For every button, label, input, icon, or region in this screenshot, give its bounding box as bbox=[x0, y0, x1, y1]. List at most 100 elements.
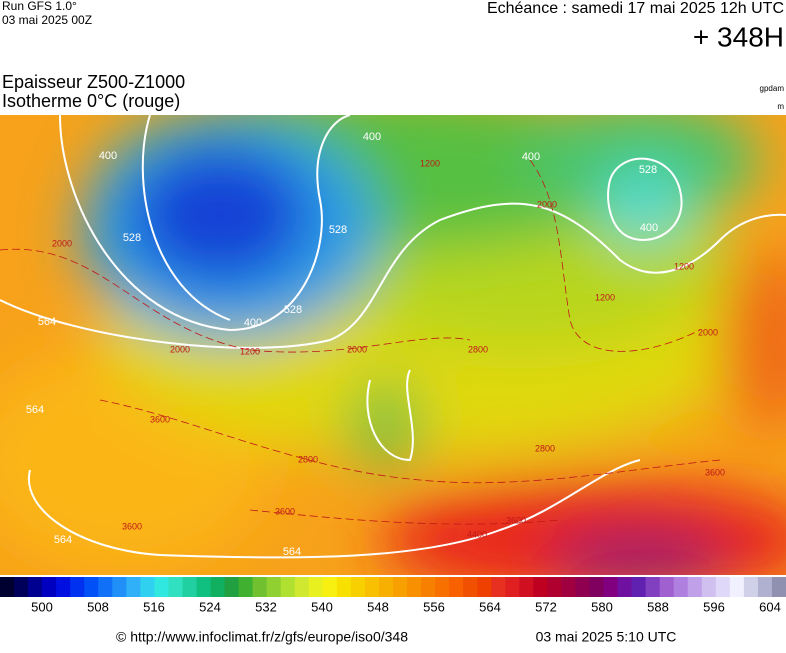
scale-label: 564 bbox=[479, 599, 501, 614]
scale-swatch bbox=[266, 577, 282, 597]
scale-swatch bbox=[182, 577, 197, 597]
scale-label: 508 bbox=[87, 599, 109, 614]
scale-label: 604 bbox=[759, 599, 781, 614]
scale-label: 524 bbox=[199, 599, 221, 614]
scale-swatch bbox=[126, 577, 141, 597]
scale-swatch bbox=[477, 577, 492, 597]
isotherm-label: 2800 bbox=[535, 443, 555, 453]
scale-swatch bbox=[547, 577, 562, 597]
scale-swatch bbox=[140, 577, 155, 597]
map-subtitle: Isotherme 0°C (rouge) bbox=[2, 91, 180, 111]
isotherm-label: 3600 bbox=[705, 467, 725, 477]
scale-swatch bbox=[168, 577, 183, 597]
isotherm-label: 3600 bbox=[275, 506, 295, 516]
scale-swatch bbox=[617, 577, 633, 597]
scale-swatch bbox=[505, 577, 520, 597]
scale-swatch bbox=[393, 577, 408, 597]
thickness-label: 564 bbox=[283, 546, 301, 558]
scale-swatch bbox=[154, 577, 169, 597]
scale-swatch bbox=[519, 577, 534, 597]
scale-swatch bbox=[196, 577, 212, 597]
isotherm-label: 1200 bbox=[674, 261, 694, 271]
scale-swatch bbox=[533, 577, 548, 597]
scale-swatch bbox=[589, 577, 605, 597]
scale-swatch bbox=[421, 577, 436, 597]
scale-swatch bbox=[0, 577, 15, 597]
scale-swatch bbox=[294, 577, 310, 597]
thickness-label: 528 bbox=[284, 304, 302, 316]
thickness-label: 564 bbox=[38, 316, 56, 328]
scale-swatch bbox=[224, 577, 240, 597]
scale-swatch bbox=[98, 577, 113, 597]
scale-swatch bbox=[435, 577, 450, 597]
scale-swatch bbox=[491, 577, 506, 597]
thickness-label: 400 bbox=[363, 131, 381, 143]
thickness-contours bbox=[0, 115, 786, 559]
contour-labels: 528 400 528 528 528 564 564 564 564 400 400 400 400 2… bbox=[26, 131, 725, 558]
forecast-time: Echéance : samedi 17 mai 2025 12h UTC bbox=[487, 0, 784, 17]
scale-swatch bbox=[364, 577, 380, 597]
scale-swatch bbox=[112, 577, 127, 597]
isotherm-label: 2000 bbox=[52, 238, 72, 248]
map-title: Epaisseur Z500-Z1000 bbox=[2, 72, 185, 92]
scale-swatch bbox=[603, 577, 619, 597]
scale-swatch bbox=[70, 577, 85, 597]
thickness-label: 400 bbox=[244, 317, 262, 329]
scale-label: 500 bbox=[31, 599, 53, 614]
scale-swatch bbox=[84, 577, 99, 597]
isotherm-label: 2000 bbox=[170, 344, 190, 354]
thickness-label: 400 bbox=[99, 150, 117, 162]
scale-swatch bbox=[42, 577, 57, 597]
isotherm-contours bbox=[0, 159, 721, 525]
scale-label: 556 bbox=[423, 599, 445, 614]
scale-label: 516 bbox=[143, 599, 165, 614]
isotherm-label: 1200 bbox=[420, 158, 440, 168]
scale-swatch bbox=[280, 577, 296, 597]
thickness-label: 528 bbox=[329, 224, 347, 236]
scale-swatch bbox=[463, 577, 478, 597]
scale-swatch bbox=[378, 577, 394, 597]
scale-swatch bbox=[14, 577, 29, 597]
isotherm-label: 1200 bbox=[595, 292, 615, 302]
isotherm-label: 2000 bbox=[698, 327, 718, 337]
isotherm-label: 2800 bbox=[468, 344, 488, 354]
scale-swatch bbox=[687, 577, 703, 597]
scale-label: 588 bbox=[647, 599, 669, 614]
scale-swatch bbox=[252, 577, 268, 597]
scale-swatch bbox=[308, 577, 324, 597]
scale-swatch bbox=[322, 577, 338, 597]
scale-swatch bbox=[28, 577, 43, 597]
isotherm-label: 3600 bbox=[506, 515, 526, 525]
scale-swatch bbox=[407, 577, 422, 597]
scale-label: 596 bbox=[703, 599, 725, 614]
isotherm-label: 3600 bbox=[150, 414, 170, 424]
issue-date: 03 mai 2025 5:10 UTC bbox=[536, 629, 677, 645]
scale-swatch bbox=[336, 577, 352, 597]
scale-swatch bbox=[350, 577, 366, 597]
scale-swatch bbox=[771, 577, 786, 597]
scale-label: 572 bbox=[535, 599, 557, 614]
unit-label: gpdam bbox=[760, 84, 785, 93]
thickness-label: 564 bbox=[54, 534, 72, 546]
scale-swatch bbox=[659, 577, 675, 597]
scale-swatch bbox=[729, 577, 745, 597]
scale-swatch bbox=[645, 577, 661, 597]
scale-swatch bbox=[56, 577, 71, 597]
scale-label: 532 bbox=[255, 599, 277, 614]
scale-swatch bbox=[631, 577, 647, 597]
isotherm-label: 1200 bbox=[240, 346, 260, 356]
map bbox=[0, 115, 786, 575]
scale-label: 540 bbox=[311, 599, 333, 614]
thickness-label: 400 bbox=[640, 222, 658, 234]
isotherm-label: 2800 bbox=[298, 454, 318, 464]
lead-time: + 348H bbox=[693, 21, 784, 52]
isotherm-label: 2000 bbox=[537, 199, 557, 209]
scale-swatch bbox=[561, 577, 576, 597]
scale-swatch bbox=[701, 577, 717, 597]
scale-label: 580 bbox=[591, 599, 613, 614]
scale-swatch bbox=[210, 577, 226, 597]
scale-label: 548 bbox=[367, 599, 389, 614]
isotherm-label: 4400 bbox=[467, 529, 487, 539]
scale-swatch bbox=[238, 577, 254, 597]
scale-swatch bbox=[673, 577, 689, 597]
